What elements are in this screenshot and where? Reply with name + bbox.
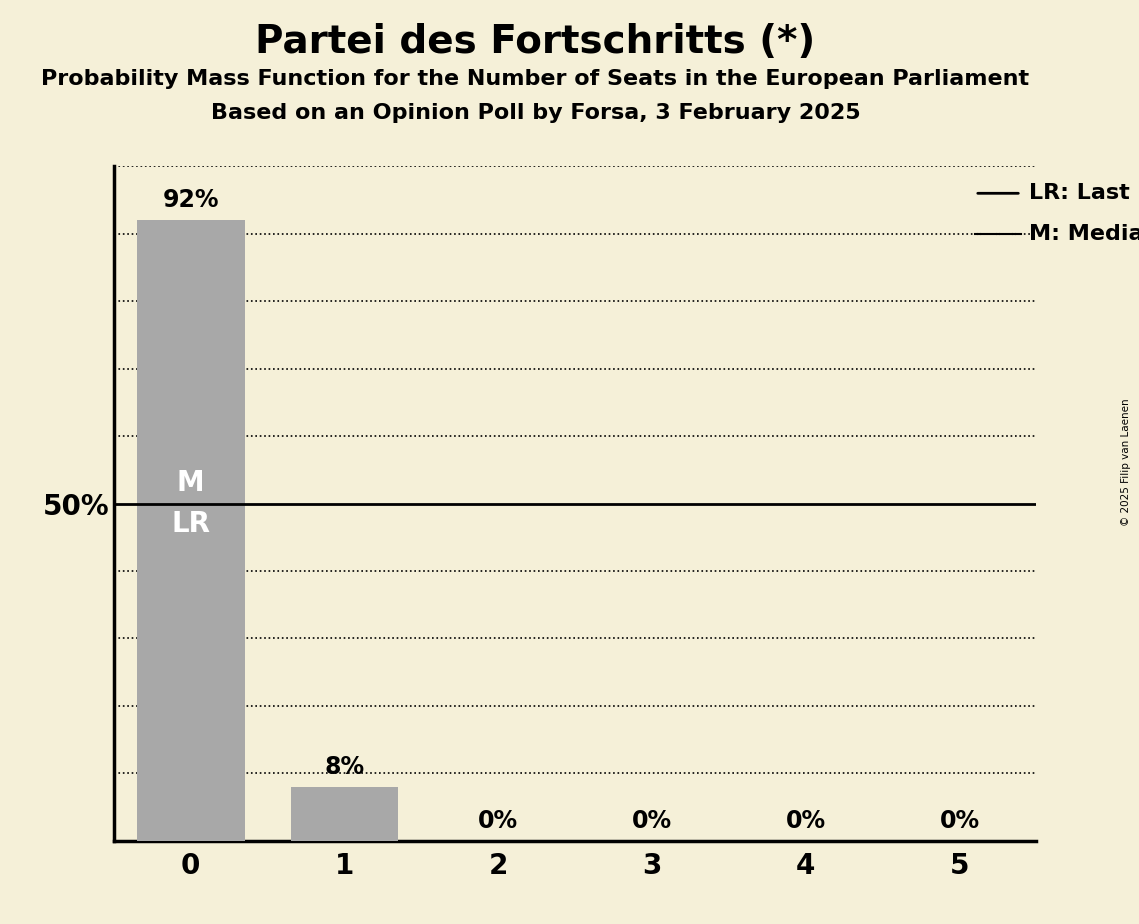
Text: M: M <box>177 468 205 497</box>
Text: 0%: 0% <box>786 808 826 833</box>
Bar <box>137 220 245 841</box>
Text: 0%: 0% <box>940 808 980 833</box>
Text: Partei des Fortschritts (*): Partei des Fortschritts (*) <box>255 23 816 61</box>
Text: Probability Mass Function for the Number of Seats in the European Parliament: Probability Mass Function for the Number… <box>41 69 1030 90</box>
Text: LR: LR <box>171 510 211 539</box>
Bar <box>290 787 399 841</box>
Text: 8%: 8% <box>325 755 364 779</box>
Text: © 2025 Filip van Laenen: © 2025 Filip van Laenen <box>1121 398 1131 526</box>
Text: 0%: 0% <box>632 808 672 833</box>
Text: 92%: 92% <box>163 188 219 213</box>
Text: 0%: 0% <box>478 808 518 833</box>
Text: M: Median: M: Median <box>1029 224 1139 244</box>
Text: LR: Last Result: LR: Last Result <box>1029 183 1139 203</box>
Text: Based on an Opinion Poll by Forsa, 3 February 2025: Based on an Opinion Poll by Forsa, 3 Feb… <box>211 103 860 124</box>
